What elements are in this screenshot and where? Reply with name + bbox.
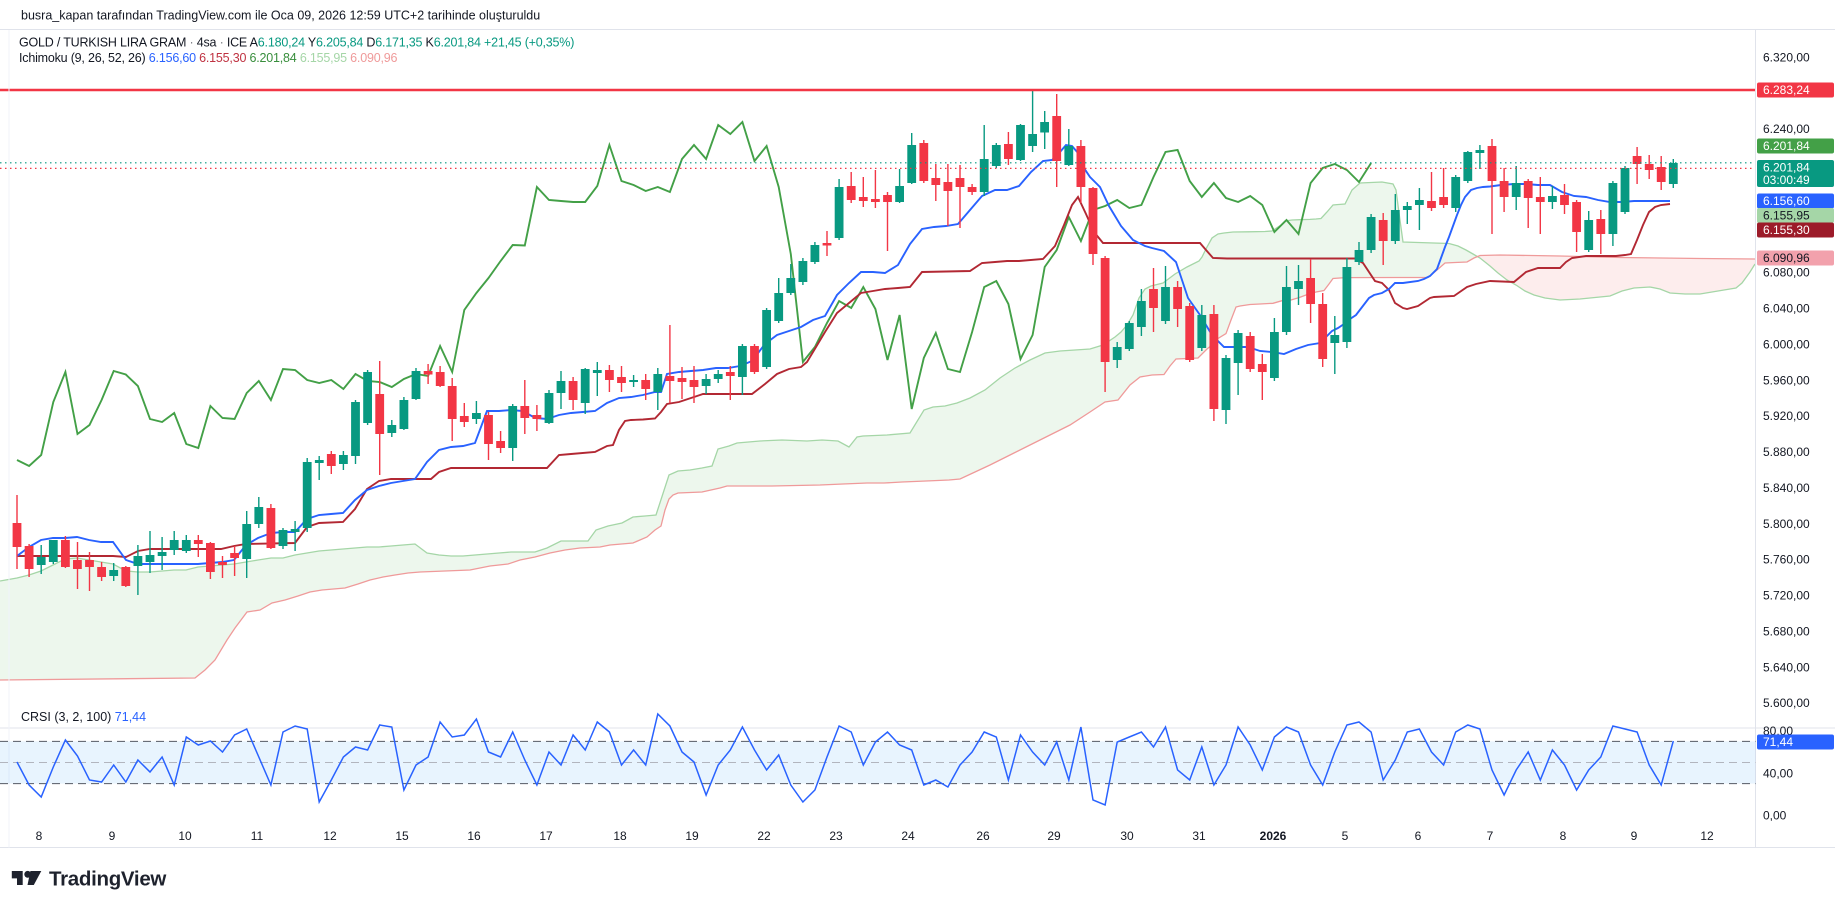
svg-text:0,00: 0,00: [1763, 809, 1787, 823]
svg-text:15: 15: [395, 829, 409, 843]
svg-text:31: 31: [1192, 829, 1206, 843]
svg-text:5.680,00: 5.680,00: [1763, 625, 1810, 639]
svg-text:19: 19: [685, 829, 699, 843]
svg-text:11: 11: [251, 829, 264, 843]
svg-text:busra_kapan tarafından Trading: busra_kapan tarafından TradingView.com i…: [21, 9, 540, 23]
svg-text:6.320,00: 6.320,00: [1763, 51, 1810, 65]
svg-text:5.640,00: 5.640,00: [1763, 660, 1810, 674]
svg-text:5.920,00: 5.920,00: [1763, 409, 1810, 423]
svg-text:6.201,84: 6.201,84: [1763, 139, 1810, 153]
svg-text:2026: 2026: [1260, 829, 1287, 843]
svg-text:10: 10: [178, 829, 192, 843]
svg-text:GOLD / TURKISH LIRA GRAM · 4sa: GOLD / TURKISH LIRA GRAM · 4sa · ICE A6.…: [19, 36, 574, 50]
svg-text:17: 17: [539, 829, 553, 843]
svg-text:5.720,00: 5.720,00: [1763, 589, 1810, 603]
svg-text:6.040,00: 6.040,00: [1763, 302, 1810, 316]
svg-text:CRSI (3, 2, 100) 71,44: CRSI (3, 2, 100) 71,44: [21, 710, 146, 724]
svg-text:5.880,00: 5.880,00: [1763, 445, 1810, 459]
svg-text:30: 30: [1120, 829, 1134, 843]
svg-text:03:00:49: 03:00:49: [1763, 173, 1810, 187]
svg-text:6.000,00: 6.000,00: [1763, 338, 1810, 352]
svg-text:8: 8: [1560, 829, 1567, 843]
svg-text:6.155,95: 6.155,95: [1763, 209, 1810, 223]
svg-text:26: 26: [976, 829, 990, 843]
svg-text:12: 12: [323, 829, 337, 843]
svg-text:Ichimoku (9, 26, 52, 26) 6.156: Ichimoku (9, 26, 52, 26) 6.156,60 6.155,…: [19, 51, 397, 65]
svg-text:7: 7: [1487, 829, 1494, 843]
svg-text:8: 8: [36, 829, 43, 843]
svg-text:5.800,00: 5.800,00: [1763, 517, 1810, 531]
svg-text:29: 29: [1047, 829, 1061, 843]
svg-text:5.600,00: 5.600,00: [1763, 696, 1810, 710]
svg-text:9: 9: [1631, 829, 1638, 843]
svg-text:6.201,84: 6.201,84: [1763, 161, 1810, 175]
svg-text:71,44: 71,44: [1763, 735, 1793, 749]
svg-text:5.760,00: 5.760,00: [1763, 553, 1810, 567]
svg-text:5.840,00: 5.840,00: [1763, 481, 1810, 495]
svg-text:6.283,24: 6.283,24: [1763, 83, 1810, 97]
svg-text:6.156,60: 6.156,60: [1763, 194, 1810, 208]
svg-text:6.090,96: 6.090,96: [1763, 251, 1810, 265]
svg-text:9: 9: [109, 829, 116, 843]
svg-text:16: 16: [467, 829, 481, 843]
svg-text:6: 6: [1415, 829, 1422, 843]
svg-text:40,00: 40,00: [1763, 766, 1793, 780]
svg-text:22: 22: [757, 829, 771, 843]
svg-text:5.960,00: 5.960,00: [1763, 373, 1810, 387]
svg-text:6.080,00: 6.080,00: [1763, 266, 1810, 280]
svg-text:5: 5: [1342, 829, 1349, 843]
svg-text:6.240,00: 6.240,00: [1763, 122, 1810, 136]
svg-text:18: 18: [613, 829, 627, 843]
svg-text:TradingView: TradingView: [49, 868, 166, 891]
svg-text:24: 24: [901, 829, 915, 843]
svg-text:12: 12: [1700, 829, 1714, 843]
svg-text:23: 23: [829, 829, 843, 843]
svg-text:6.155,30: 6.155,30: [1763, 223, 1810, 237]
